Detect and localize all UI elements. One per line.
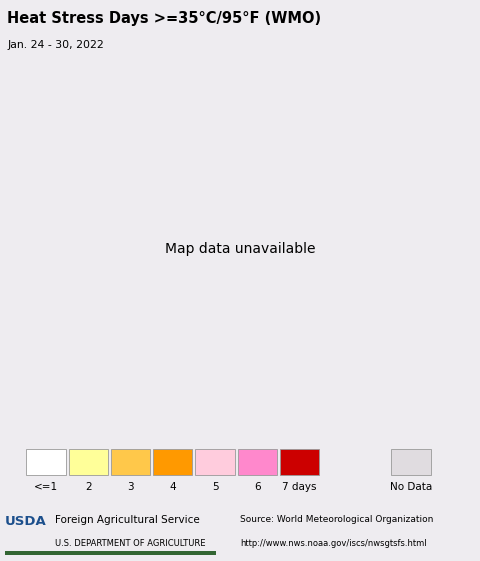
Bar bbox=[26, 449, 66, 475]
Text: Foreign Agricultural Service: Foreign Agricultural Service bbox=[55, 514, 200, 525]
Text: 6: 6 bbox=[254, 482, 261, 492]
Bar bbox=[69, 449, 108, 475]
Text: U.S. DEPARTMENT OF AGRICULTURE: U.S. DEPARTMENT OF AGRICULTURE bbox=[55, 539, 206, 548]
Text: No Data: No Data bbox=[390, 482, 432, 492]
Text: Heat Stress Days >=35°C/95°F (WMO): Heat Stress Days >=35°C/95°F (WMO) bbox=[7, 11, 321, 26]
Bar bbox=[153, 449, 192, 475]
Text: <=1: <=1 bbox=[34, 482, 58, 492]
Text: USDA: USDA bbox=[5, 514, 47, 527]
Bar bbox=[391, 449, 431, 475]
Text: 7 days: 7 days bbox=[282, 482, 317, 492]
Bar bbox=[238, 449, 277, 475]
Text: Jan. 24 - 30, 2022: Jan. 24 - 30, 2022 bbox=[7, 40, 104, 50]
Text: Map data unavailable: Map data unavailable bbox=[165, 242, 315, 256]
Text: http://www.nws.noaa.gov/iscs/nwsgtsfs.html: http://www.nws.noaa.gov/iscs/nwsgtsfs.ht… bbox=[240, 539, 427, 548]
Text: Source: World Meteorological Organization: Source: World Meteorological Organizatio… bbox=[240, 514, 433, 523]
Text: 5: 5 bbox=[212, 482, 218, 492]
Text: 2: 2 bbox=[85, 482, 92, 492]
Bar bbox=[5, 551, 216, 555]
Bar bbox=[195, 449, 235, 475]
Text: 3: 3 bbox=[127, 482, 134, 492]
Bar bbox=[111, 449, 150, 475]
Text: 4: 4 bbox=[169, 482, 176, 492]
Bar bbox=[280, 449, 319, 475]
